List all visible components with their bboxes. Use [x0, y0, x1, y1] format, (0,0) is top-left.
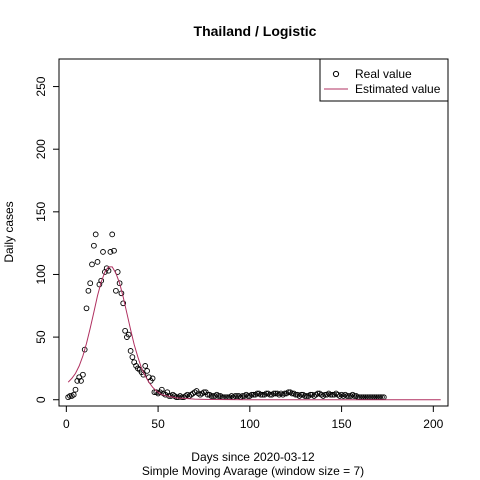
real-value-point [272, 390, 279, 397]
x-axis-subtitle: Simple Moving Avarage (window size = 7) [142, 464, 364, 478]
real-value-point [344, 393, 350, 399]
y-axis: 0 50 100 150 200 250 [34, 76, 60, 403]
real-value-point [78, 378, 84, 384]
real-value-point [151, 389, 158, 396]
y-axis-label: Daily cases [2, 201, 16, 262]
chart-title: Thailand / Logistic [194, 23, 317, 39]
real-value-point [94, 259, 101, 265]
real-value-point [81, 346, 88, 353]
real-value-point [70, 391, 77, 398]
real-value-point [144, 368, 150, 374]
real-value-point [259, 391, 266, 398]
real-value-point [67, 393, 73, 399]
real-value-point [179, 394, 185, 401]
series-layer [65, 231, 441, 401]
real-value-point [100, 249, 106, 255]
real-value-point [72, 386, 79, 393]
real-value-point [254, 390, 261, 397]
real-value-point [87, 280, 94, 287]
real-value-point [292, 391, 299, 398]
real-value-point [85, 287, 92, 294]
real-value-point [289, 390, 295, 397]
x-tick-label: 0 [63, 417, 70, 431]
x-axis: 0 50 100 150 200 [63, 405, 444, 431]
real-value-point [142, 363, 149, 369]
real-value-point [351, 393, 358, 399]
real-value-point [149, 375, 156, 382]
legend-label-estimated: Estimated value [355, 82, 441, 96]
real-value-point [129, 354, 136, 360]
real-value-point [322, 391, 328, 398]
real-value-point [111, 247, 117, 254]
real-value-point [80, 371, 86, 378]
real-value-point [234, 393, 240, 399]
x-tick-label: 50 [151, 417, 165, 431]
real-value-point [257, 391, 264, 398]
real-value-point [92, 231, 99, 238]
y-tick-label: 250 [34, 76, 48, 96]
real-value-point [267, 391, 273, 398]
real-value-point [239, 393, 246, 399]
real-value-point [89, 261, 95, 268]
legend: Real value Estimated value [319, 58, 449, 102]
real-value-point [127, 348, 134, 354]
y-tick-label: 0 [34, 396, 48, 403]
y-tick-label: 200 [34, 139, 48, 159]
real-value-point [248, 391, 255, 398]
real-value-point [270, 390, 277, 397]
real-value-point [263, 390, 270, 397]
real-value-point [204, 391, 211, 398]
real-value-point [302, 393, 308, 399]
real-value-point [120, 300, 127, 307]
real-value-point [307, 391, 314, 398]
x-tick-label: 200 [423, 417, 443, 431]
y-tick-label: 100 [34, 264, 48, 284]
real-value-point [285, 389, 292, 396]
real-value-point [91, 242, 97, 249]
real-value-point [245, 393, 251, 399]
real-value-point [298, 391, 305, 398]
real-value-point [113, 287, 119, 294]
real-value-point [107, 249, 114, 255]
y-tick-label: 150 [34, 201, 48, 221]
real-value-point [250, 391, 257, 398]
estimated-value-line [67, 266, 441, 401]
real-value-point [116, 280, 123, 287]
real-value-point [83, 305, 90, 312]
real-value-point [210, 393, 216, 399]
real-value-point [232, 393, 239, 399]
x-tick-label: 100 [240, 417, 260, 431]
real-value-point [327, 391, 334, 398]
real-value-point [109, 231, 116, 238]
real-value-point [314, 390, 321, 397]
legend-box [319, 58, 449, 102]
y-tick-label: 50 [34, 330, 48, 344]
x-tick-label: 150 [332, 417, 352, 431]
real-value-point [122, 327, 128, 334]
real-value-point [281, 390, 288, 397]
legend-label-real: Real value [355, 67, 412, 81]
real-value-point [346, 393, 352, 399]
real-value-point [208, 393, 215, 399]
real-value-point [215, 393, 222, 399]
real-value-point [303, 393, 310, 399]
real-value-point [125, 331, 132, 338]
x-axis-label: Days since 2020-03-12 [191, 450, 315, 464]
real-value-point [329, 391, 336, 398]
legend-marker-real [332, 70, 340, 78]
